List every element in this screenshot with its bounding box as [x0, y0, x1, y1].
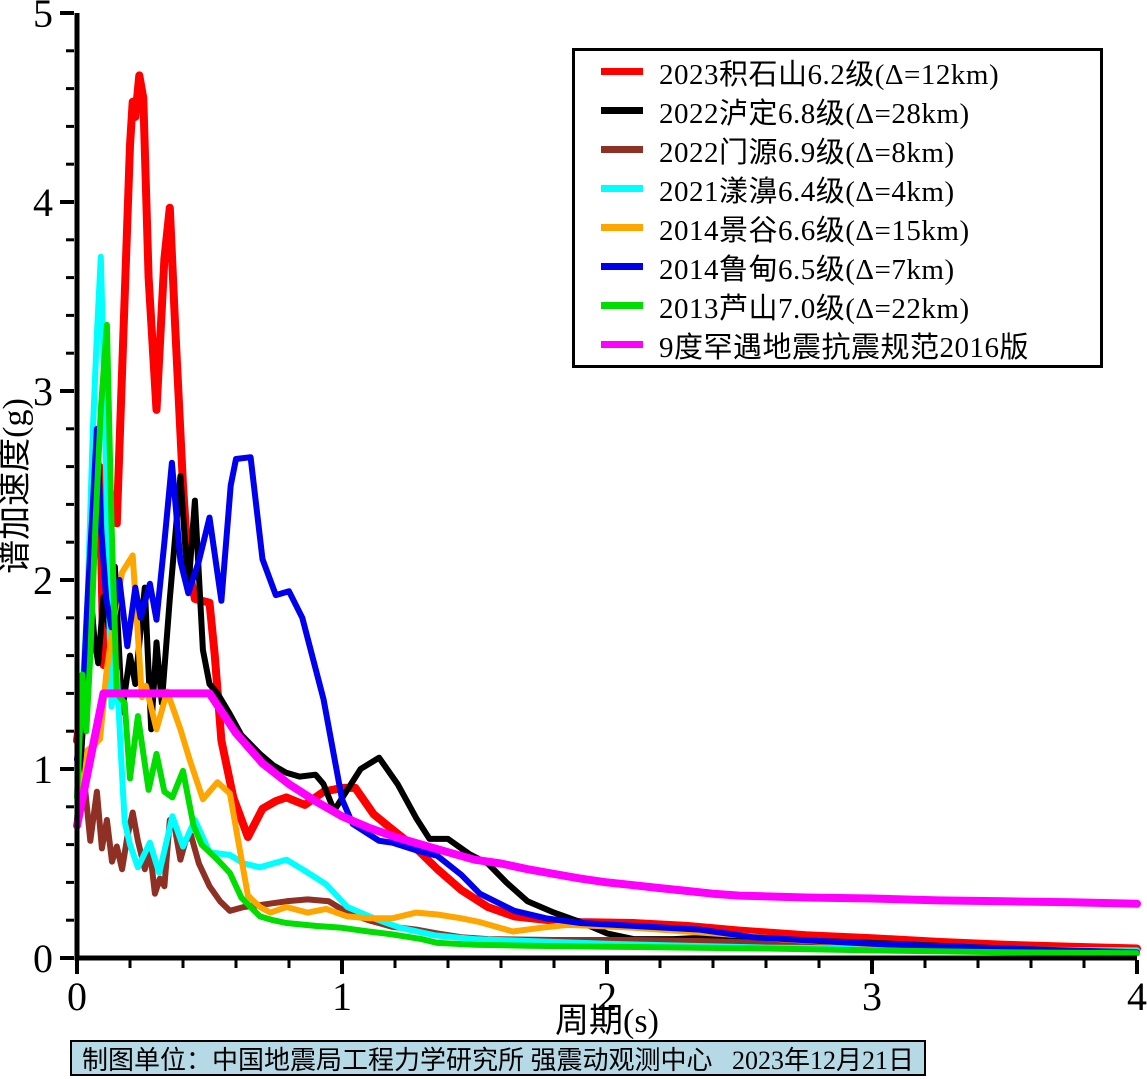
legend-swatch-magenta — [601, 341, 643, 348]
svg-text:0: 0 — [67, 974, 87, 1019]
svg-text:3: 3 — [33, 369, 53, 414]
legend-item: 2023积石山6.2级(Δ=12km) — [601, 52, 1100, 91]
legend-swatch-blue — [601, 263, 643, 270]
legend-item: 2013芦山7.0级(Δ=22km) — [601, 286, 1100, 325]
legend-swatch-green — [601, 302, 643, 309]
x-axis-label: 周期(s) — [555, 1003, 659, 1040]
legend-label: 2021漾濞6.4级(Δ=4km) — [659, 175, 955, 208]
legend-swatch-black — [601, 107, 643, 114]
svg-text:0: 0 — [33, 936, 53, 981]
legend-label: 2022泸定6.8级(Δ=28km) — [659, 97, 970, 130]
svg-text:5: 5 — [33, 0, 53, 36]
caption-bar: 制图单位：中国地震局工程力学研究所 强震动观测中心 2023年12月21日 — [70, 1040, 927, 1076]
legend-item: 2014景谷6.6级(Δ=15km) — [601, 208, 1100, 247]
legend-label: 9度罕遇地震抗震规范2016版 — [659, 331, 1030, 364]
svg-text:1: 1 — [33, 747, 53, 792]
caption-text: 制图单位：中国地震局工程力学研究所 强震动观测中心 2023年12月21日 — [82, 1045, 915, 1075]
legend-label: 2013芦山7.0级(Δ=22km) — [659, 292, 970, 325]
svg-text:4: 4 — [1127, 974, 1147, 1019]
legend-item: 2021漾濞6.4级(Δ=4km) — [601, 169, 1100, 208]
svg-text:2: 2 — [33, 558, 53, 603]
legend-item: 2022泸定6.8级(Δ=28km) — [601, 91, 1100, 130]
svg-text:3: 3 — [862, 974, 882, 1019]
legend-label: 2014鲁甸6.5级(Δ=7km) — [659, 253, 955, 286]
legend-swatch-red — [601, 68, 643, 75]
svg-text:1: 1 — [332, 974, 352, 1019]
legend-item: 2014鲁甸6.5级(Δ=7km) — [601, 247, 1100, 286]
legend-swatch-cyan — [601, 185, 643, 192]
legend-swatch-brown — [601, 146, 643, 153]
legend-label: 2023积石山6.2级(Δ=12km) — [659, 58, 1000, 91]
legend-item: 2022门源6.9级(Δ=8km) — [601, 130, 1100, 169]
legend-label: 2014景谷6.6级(Δ=15km) — [659, 214, 970, 247]
legend-item: 9度罕遇地震抗震规范2016版 — [601, 325, 1100, 364]
svg-text:2: 2 — [597, 974, 617, 1019]
legend-label: 2022门源6.9级(Δ=8km) — [659, 136, 955, 169]
svg-text:4: 4 — [33, 180, 53, 225]
legend: 2023积石山6.2级(Δ=12km) 2022泸定6.8级(Δ=28km) 2… — [572, 48, 1103, 368]
legend-swatch-orange — [601, 224, 643, 231]
y-axis-label: 谱加速度(g) — [0, 398, 34, 574]
